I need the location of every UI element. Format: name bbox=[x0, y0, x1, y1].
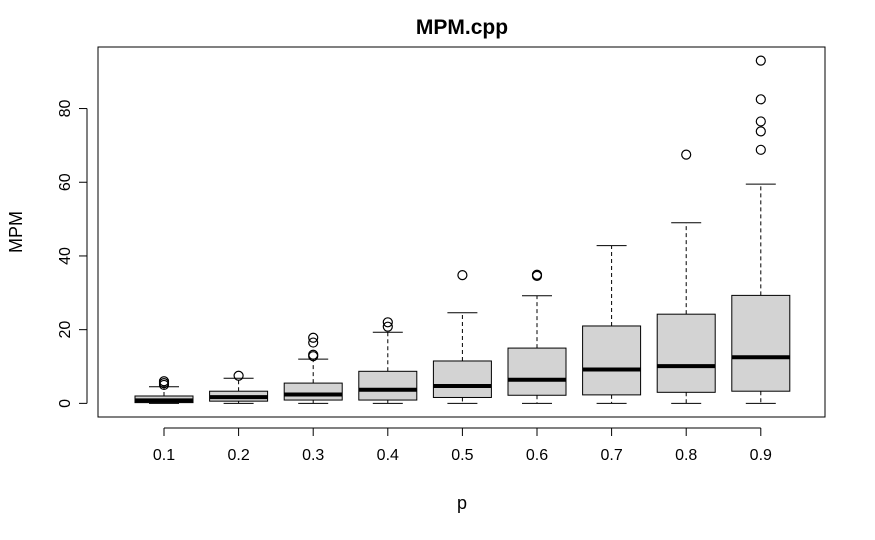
plot-frame bbox=[97, 46, 826, 418]
outlier-point bbox=[382, 317, 393, 328]
x-tick-label: 0.3 bbox=[302, 447, 324, 464]
iqr-box bbox=[656, 313, 716, 393]
x-axis-label: p bbox=[457, 493, 467, 513]
outlier-point bbox=[755, 116, 766, 127]
y-tick-label: 40 bbox=[57, 247, 74, 265]
x-tick-label: 0.5 bbox=[451, 447, 473, 464]
x-tick-label: 0.6 bbox=[526, 447, 548, 464]
outlier-point bbox=[755, 55, 766, 66]
y-tick-label: 60 bbox=[57, 173, 74, 191]
y-tick-label: 20 bbox=[57, 321, 74, 339]
iqr-box bbox=[283, 382, 343, 401]
x-tick-label: 0.1 bbox=[153, 447, 175, 464]
outlier-point bbox=[158, 376, 170, 387]
box-series bbox=[134, 55, 791, 404]
outlier-point bbox=[308, 349, 319, 360]
outlier-point bbox=[755, 126, 766, 137]
outlier-point bbox=[681, 149, 692, 160]
x-tick-label: 0.9 bbox=[750, 447, 772, 464]
box-0.2 bbox=[209, 370, 269, 404]
outlier-point bbox=[755, 94, 766, 105]
chart-title: MPM.cpp bbox=[416, 16, 508, 39]
box-0.7 bbox=[582, 245, 642, 404]
iqr-box bbox=[432, 360, 492, 398]
y-axis: 0 20 40 60 80 bbox=[57, 100, 88, 408]
x-tick-label: 0.7 bbox=[600, 447, 622, 464]
box-0.1 bbox=[134, 376, 194, 404]
x-tick-label: 0.4 bbox=[377, 447, 399, 464]
outlier-point bbox=[233, 370, 244, 381]
x-tick-label: 0.8 bbox=[675, 447, 697, 464]
outlier-point bbox=[457, 270, 468, 281]
y-axis-label: MPM bbox=[6, 211, 26, 253]
y-tick-label: 80 bbox=[57, 100, 74, 118]
box-0.3 bbox=[283, 332, 343, 404]
outlier-point bbox=[755, 144, 766, 155]
outlier-point bbox=[308, 337, 319, 348]
iqr-box bbox=[731, 294, 791, 392]
x-tick-label: 0.2 bbox=[227, 447, 249, 464]
outlier-point bbox=[382, 321, 393, 332]
outlier-point bbox=[531, 269, 543, 280]
outlier-point bbox=[308, 332, 319, 343]
box-0.6 bbox=[507, 269, 567, 404]
x-axis: 0.1 0.2 0.3 0.4 0.5 0.6 0.7 0.8 0.9 bbox=[153, 427, 772, 464]
box-0.4 bbox=[358, 317, 418, 404]
iqr-box bbox=[358, 370, 418, 401]
box-0.8 bbox=[656, 149, 716, 404]
iqr-box bbox=[507, 347, 567, 396]
iqr-box bbox=[582, 325, 642, 396]
y-tick-label: 0 bbox=[57, 399, 74, 408]
box-0.9 bbox=[731, 55, 791, 404]
box-0.5 bbox=[432, 270, 492, 404]
